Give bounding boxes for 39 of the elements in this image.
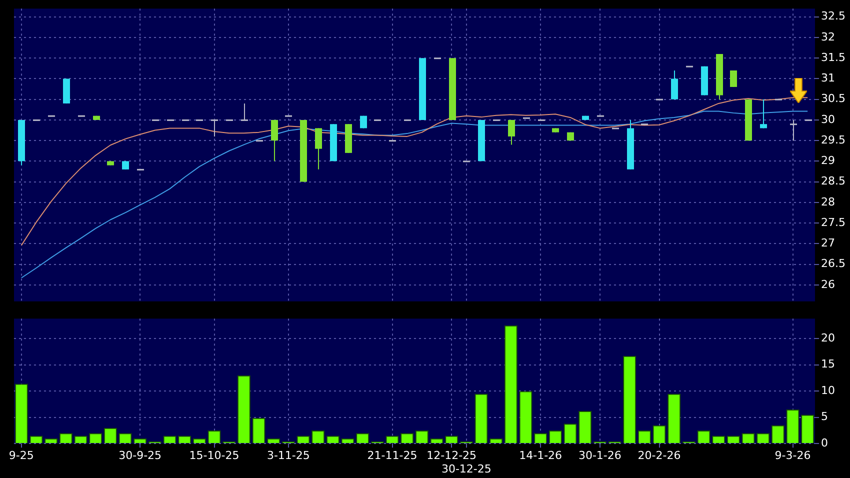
x-tick-label: 21-11-25 [367, 449, 418, 462]
x-tick-label: 30-1-26 [578, 449, 622, 462]
x-tick-label: 15-10-25 [189, 449, 240, 462]
candlestick [730, 70, 737, 88]
x-tick-label: 9-25 [8, 449, 34, 462]
y-tick-label: 20 [821, 331, 835, 344]
y-tick-label: 26 [821, 278, 835, 291]
candlestick [760, 98, 767, 129]
candlestick [211, 119, 218, 137]
y-tick-label: 31.5 [821, 50, 846, 64]
y-tick-label: 29.5 [821, 133, 846, 146]
x-tick-label: 30-12-25 [441, 462, 492, 476]
x-tick-label: 3-11-25 [266, 449, 310, 462]
y-tick-label: 15 [821, 358, 835, 371]
y-tick-label: 10 [821, 384, 835, 397]
candlestick [790, 119, 797, 142]
y-tick-label: 31 [821, 72, 835, 85]
y-tick-label: 0 [821, 436, 828, 450]
y-tick-label: 30 [821, 112, 835, 126]
y-tick-label: 27.5 [821, 216, 846, 229]
y-tick-label: 29 [821, 154, 835, 168]
x-tick-label: 9-3-26 [774, 449, 811, 462]
y-tick-label: 32 [821, 30, 835, 44]
candlestick [241, 102, 248, 121]
y-tick-label: 5 [821, 410, 828, 424]
x-tick-label: 14-1-26 [519, 449, 562, 462]
y-tick-label: 26.5 [821, 257, 846, 270]
candlestick [508, 119, 515, 146]
x-tick-label: 12-12-25 [426, 449, 477, 462]
x-tick-label: 30-9-25 [118, 449, 162, 462]
y-tick-label: 32.5 [821, 10, 846, 23]
candlestick [271, 119, 278, 162]
y-tick-label: 30.5 [821, 92, 846, 106]
y-tick-label: 27 [821, 236, 835, 250]
candlestick [671, 70, 678, 100]
x-tick-label: 20-2-26 [638, 449, 681, 462]
candlestick [315, 128, 322, 170]
y-tick-label: 28.5 [821, 174, 846, 188]
y-tick-label: 28 [821, 195, 835, 208]
